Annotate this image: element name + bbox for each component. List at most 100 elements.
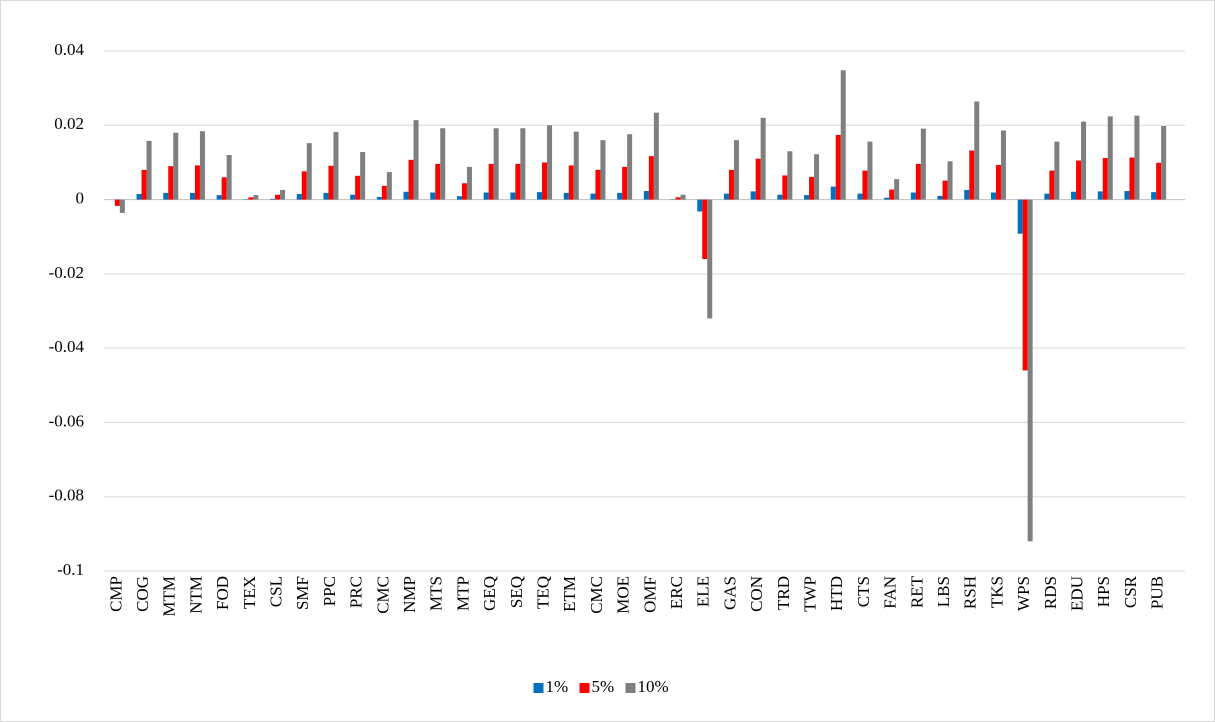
x-tick-label: CSL [266,576,285,607]
bar [1076,160,1082,200]
bar [1134,115,1140,200]
bar [915,163,921,200]
x-tick-label: TEQ [533,576,552,609]
bar [648,156,654,200]
bar [189,192,195,200]
x-tick-label: CMC [373,576,392,614]
bar [386,172,392,200]
bar [697,199,703,212]
x-tick-label: LBS [934,576,953,607]
x-tick-label: TKS [987,576,1006,608]
bar [296,194,302,200]
bar [840,70,846,200]
bar [547,125,553,200]
x-tick-label: CTS [854,576,873,607]
bar [675,197,681,200]
legend-swatch [625,683,636,693]
bar [590,193,596,200]
bar [173,132,179,200]
bar [750,191,756,200]
x-tick-label: TWP [800,576,819,612]
bar [306,143,312,200]
y-tick-label: 0 [76,188,85,207]
bar [323,192,329,200]
bar [360,152,366,200]
bar [568,165,574,200]
x-tick-label: GEQ [480,576,499,611]
x-tick-label: SEQ [507,576,526,608]
x-tick-label: CMC [587,576,606,614]
bar [964,189,970,200]
x-tick-label: EDU [1067,576,1086,611]
y-tick-label: 0.02 [54,114,84,133]
bar [141,169,147,200]
y-tick-label: -0.1 [57,560,84,579]
bar [253,195,259,200]
bar [194,165,200,200]
bar [1129,157,1135,200]
bar [1161,126,1167,200]
y-tick-label: 0.04 [54,40,84,59]
bar [493,128,499,200]
bar [835,134,841,200]
bar [760,117,766,200]
bar [680,194,686,200]
bar [595,169,601,200]
x-tick-label: CMP [106,576,125,612]
bar [333,131,339,200]
x-tick-label: RET [907,575,926,608]
bar [1107,116,1113,200]
bar [627,134,633,200]
bar [563,192,569,200]
bar [1081,121,1087,200]
bar [520,128,526,200]
bar [456,196,462,200]
x-tick-label: MTM [160,576,179,617]
bar [146,140,152,200]
bar [707,199,713,319]
x-tick-label: CSR [1121,575,1140,608]
bar [199,131,205,200]
legend-label: 10% [638,677,669,696]
bar [1049,170,1055,200]
bar [435,163,441,200]
bar [488,163,494,200]
x-tick-label: HPS [1094,576,1113,607]
bar [573,131,579,200]
bar [381,185,387,200]
bar [163,192,169,200]
bar [221,177,227,200]
bar [216,195,222,200]
bar [884,197,890,200]
bar [408,159,414,200]
bar [920,128,926,200]
bar [804,195,810,200]
bar [430,192,436,200]
bar [643,191,649,200]
x-tick-label: OMF [640,576,659,613]
bar [542,162,548,200]
x-tick-label: ERC [667,576,686,609]
bar [1027,199,1033,542]
bar [1017,199,1023,234]
x-tick-label: FAN [881,576,900,609]
x-tick-label: NMP [400,576,419,613]
bar [515,163,521,200]
bar [830,186,836,200]
bar [328,165,334,200]
x-tick-label: PPC [320,576,339,606]
bar [894,179,900,200]
bar [248,197,254,200]
x-tick-label: NTM [186,576,205,614]
x-tick-label: ELE [694,576,713,607]
bar [1124,191,1130,200]
x-tick-label: PUB [1148,576,1167,609]
bar [867,141,873,200]
bar [1044,193,1050,200]
x-tick-label: CON [747,576,766,612]
bar [755,158,761,200]
bar [857,193,863,200]
bar [622,166,628,200]
